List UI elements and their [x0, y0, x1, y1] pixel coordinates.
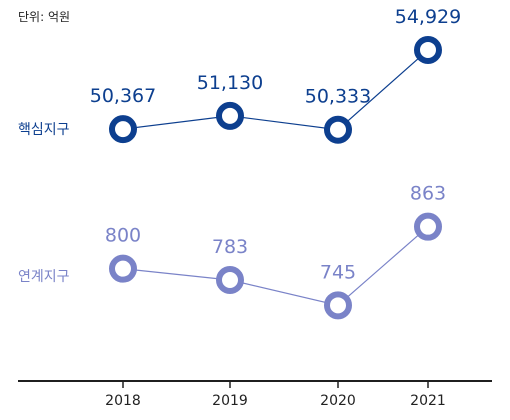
data-label: 50,367: [90, 85, 156, 107]
series-name-label: 핵심지구: [18, 122, 70, 138]
data-point: [216, 101, 244, 130]
data-point: [324, 115, 352, 144]
data-label: 783: [212, 236, 248, 258]
data-point: [216, 266, 244, 294]
x-tick-label: 2020: [320, 393, 356, 409]
series-name-label: 연계지구: [18, 269, 70, 285]
data-point: [414, 212, 442, 241]
data-label: 800: [105, 225, 141, 247]
unit-label: 단위: 억원: [18, 10, 71, 24]
data-point: [109, 254, 137, 283]
data-point: [324, 291, 352, 320]
data-point: [414, 35, 442, 64]
series-line-1: [122, 49, 429, 131]
series-line-2: [122, 226, 429, 306]
data-label: 51,130: [197, 72, 263, 94]
data-point: [109, 115, 137, 144]
x-tick-label: 2018: [105, 393, 141, 409]
data-label: 745: [320, 261, 356, 283]
data-label: 863: [410, 183, 446, 205]
data-label: 54,929: [395, 6, 461, 28]
x-tick-label: 2021: [410, 393, 446, 409]
x-tick-label: 2019: [212, 393, 248, 409]
data-label: 50,333: [305, 86, 371, 108]
